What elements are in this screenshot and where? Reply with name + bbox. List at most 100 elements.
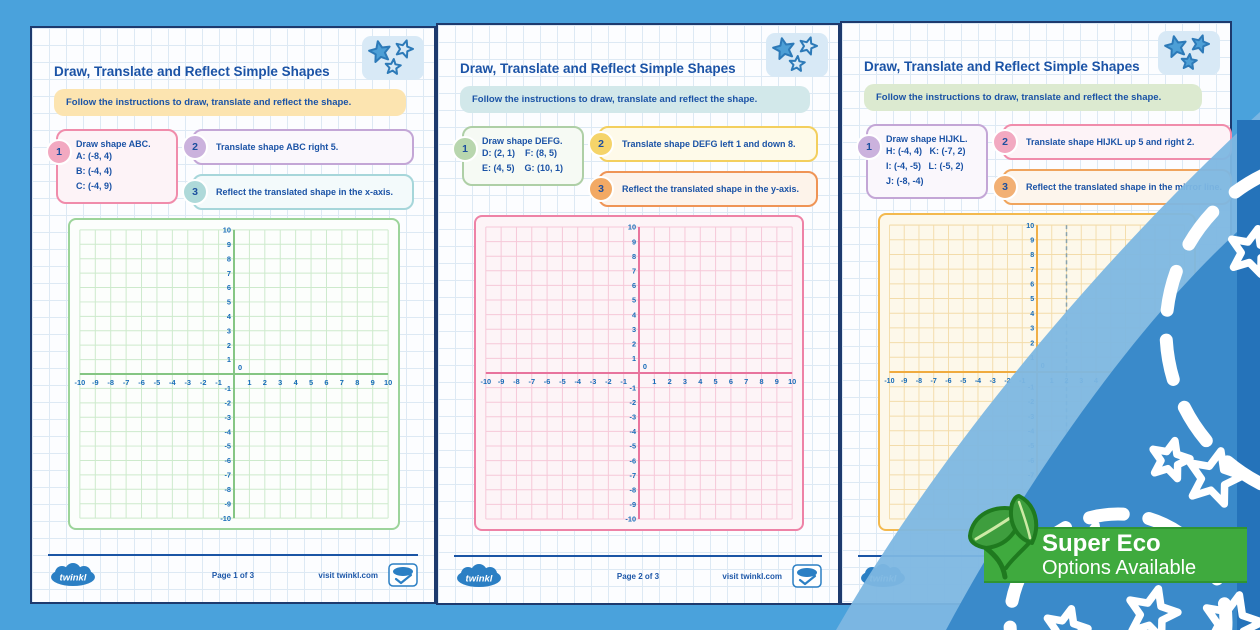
svg-text:2: 2 xyxy=(1030,338,1034,347)
visit-link-label: visit twinkl.com xyxy=(318,571,378,580)
task-number-badge: 2 xyxy=(588,131,614,157)
corner-stars-box xyxy=(1158,31,1220,75)
svg-text:-4: -4 xyxy=(1028,426,1035,435)
page-title: Draw, Translate and Reflect Simple Shape… xyxy=(864,59,1140,74)
corner-stars-box xyxy=(362,36,424,80)
task-box-1: 1 Draw shape DEFG. D: (2, 1) F: (8, 5) E… xyxy=(452,126,584,186)
svg-text:3: 3 xyxy=(227,326,231,335)
svg-text:4: 4 xyxy=(294,378,299,387)
task-box-3: 3 Reflect the translated shape in the y-… xyxy=(588,171,818,207)
task-label: Translate shape ABC right 5. xyxy=(216,142,339,152)
task-label: Draw shape DEFG. xyxy=(482,136,563,146)
svg-text:3: 3 xyxy=(632,325,636,334)
svg-text:-10: -10 xyxy=(75,378,86,387)
svg-text:-1: -1 xyxy=(1019,376,1025,385)
instruction-banner: Follow the instructions to draw, transla… xyxy=(864,84,1202,111)
svg-text:5: 5 xyxy=(714,377,718,386)
svg-text:-6: -6 xyxy=(138,378,145,387)
svg-text:-6: -6 xyxy=(630,456,637,465)
task-box-1: 1 Draw shape HIJKL. H: (-4, 4) K: (-7, 2… xyxy=(856,124,988,199)
eco-badge-title: Super Eco xyxy=(1042,530,1161,558)
svg-text:1: 1 xyxy=(247,378,251,387)
task-label: Translate shape DEFG left 1 and down 8. xyxy=(622,139,796,149)
svg-text:0: 0 xyxy=(1041,361,1045,370)
task-box-2: 2 Translate shape DEFG left 1 and down 8… xyxy=(588,126,818,162)
svg-text:7: 7 xyxy=(1138,376,1142,385)
svg-text:-4: -4 xyxy=(975,376,982,385)
svg-text:-10: -10 xyxy=(625,515,636,524)
task-number-badge: 2 xyxy=(992,129,1018,155)
svg-text:8: 8 xyxy=(227,254,231,263)
svg-text:1: 1 xyxy=(632,354,636,363)
svg-text:-9: -9 xyxy=(92,378,99,387)
svg-text:-4: -4 xyxy=(574,377,581,386)
svg-text:-2: -2 xyxy=(1004,376,1010,385)
svg-text:-2: -2 xyxy=(1028,397,1034,406)
page-number-label: Page 1 of 3 xyxy=(211,571,255,580)
svg-text:-6: -6 xyxy=(1028,456,1034,465)
svg-text:7: 7 xyxy=(744,377,748,386)
worksheet-page-2: Draw, Translate and Reflect Simple Shape… xyxy=(436,23,840,605)
svg-text:-8: -8 xyxy=(513,377,520,386)
twinkl-stamp-icon xyxy=(792,564,822,593)
svg-text:-7: -7 xyxy=(123,378,130,387)
task-box-2: 2 Translate shape ABC right 5. xyxy=(182,129,414,165)
svg-text:6: 6 xyxy=(1124,376,1128,385)
task-number-badge: 3 xyxy=(992,174,1018,200)
svg-text:-3: -3 xyxy=(630,412,637,421)
svg-text:9: 9 xyxy=(1168,376,1172,385)
svg-text:6: 6 xyxy=(729,377,733,386)
visit-link-label: visit twinkl.com xyxy=(722,572,782,581)
svg-text:4: 4 xyxy=(632,310,637,319)
svg-text:2: 2 xyxy=(632,339,636,348)
twinkl-cloud-logo: twinkl xyxy=(456,564,502,593)
svg-text:4: 4 xyxy=(1094,376,1099,385)
svg-text:-2: -2 xyxy=(200,378,207,387)
svg-text:9: 9 xyxy=(632,237,636,246)
svg-text:7: 7 xyxy=(632,266,636,275)
task-number-badge: 3 xyxy=(182,179,208,205)
svg-text:-6: -6 xyxy=(544,377,551,386)
svg-text:-7: -7 xyxy=(931,376,937,385)
svg-text:-5: -5 xyxy=(559,377,566,386)
svg-text:3: 3 xyxy=(1030,323,1034,332)
svg-text:-5: -5 xyxy=(960,376,966,385)
svg-text:-1: -1 xyxy=(1028,382,1034,391)
svg-text:5: 5 xyxy=(1030,294,1034,303)
svg-text:2: 2 xyxy=(1065,376,1069,385)
svg-text:1: 1 xyxy=(652,377,656,386)
svg-text:-1: -1 xyxy=(630,383,637,392)
task-number-badge: 1 xyxy=(452,136,478,162)
svg-text:6: 6 xyxy=(324,378,328,387)
svg-text:2: 2 xyxy=(668,377,672,386)
svg-text:-6: -6 xyxy=(224,456,231,465)
svg-text:10: 10 xyxy=(1026,221,1034,230)
svg-text:-1: -1 xyxy=(224,384,231,393)
svg-text:-5: -5 xyxy=(224,442,231,451)
svg-text:-3: -3 xyxy=(224,413,231,422)
svg-text:-5: -5 xyxy=(154,378,161,387)
svg-text:10: 10 xyxy=(223,226,231,235)
svg-text:-5: -5 xyxy=(1028,441,1034,450)
task-label: Reflect the translated shape in the mirr… xyxy=(1026,182,1223,192)
svg-text:-8: -8 xyxy=(224,485,231,494)
coordinate-line: I: (-4, -5) L: (-5, 2) xyxy=(886,160,964,171)
svg-text:-6: -6 xyxy=(945,376,951,385)
svg-text:-9: -9 xyxy=(224,499,231,508)
svg-text:10: 10 xyxy=(628,223,636,232)
svg-text:-7: -7 xyxy=(630,471,637,480)
task-box-1: 1 Draw shape ABC. A: (-8, 4) B: (-4, 4) … xyxy=(46,129,178,204)
coordinate-line: H: (-4, 4) K: (-7, 2) xyxy=(886,146,966,156)
svg-text:-3: -3 xyxy=(990,376,996,385)
svg-text:9: 9 xyxy=(371,378,375,387)
svg-text:6: 6 xyxy=(1030,279,1034,288)
svg-text:5: 5 xyxy=(632,296,636,305)
svg-text:8: 8 xyxy=(1153,376,1157,385)
svg-text:1: 1 xyxy=(227,355,231,364)
instruction-banner: Follow the instructions to draw, transla… xyxy=(460,86,810,113)
svg-text:10: 10 xyxy=(384,378,392,387)
svg-text:5: 5 xyxy=(227,298,231,307)
svg-text:-10: -10 xyxy=(481,377,492,386)
